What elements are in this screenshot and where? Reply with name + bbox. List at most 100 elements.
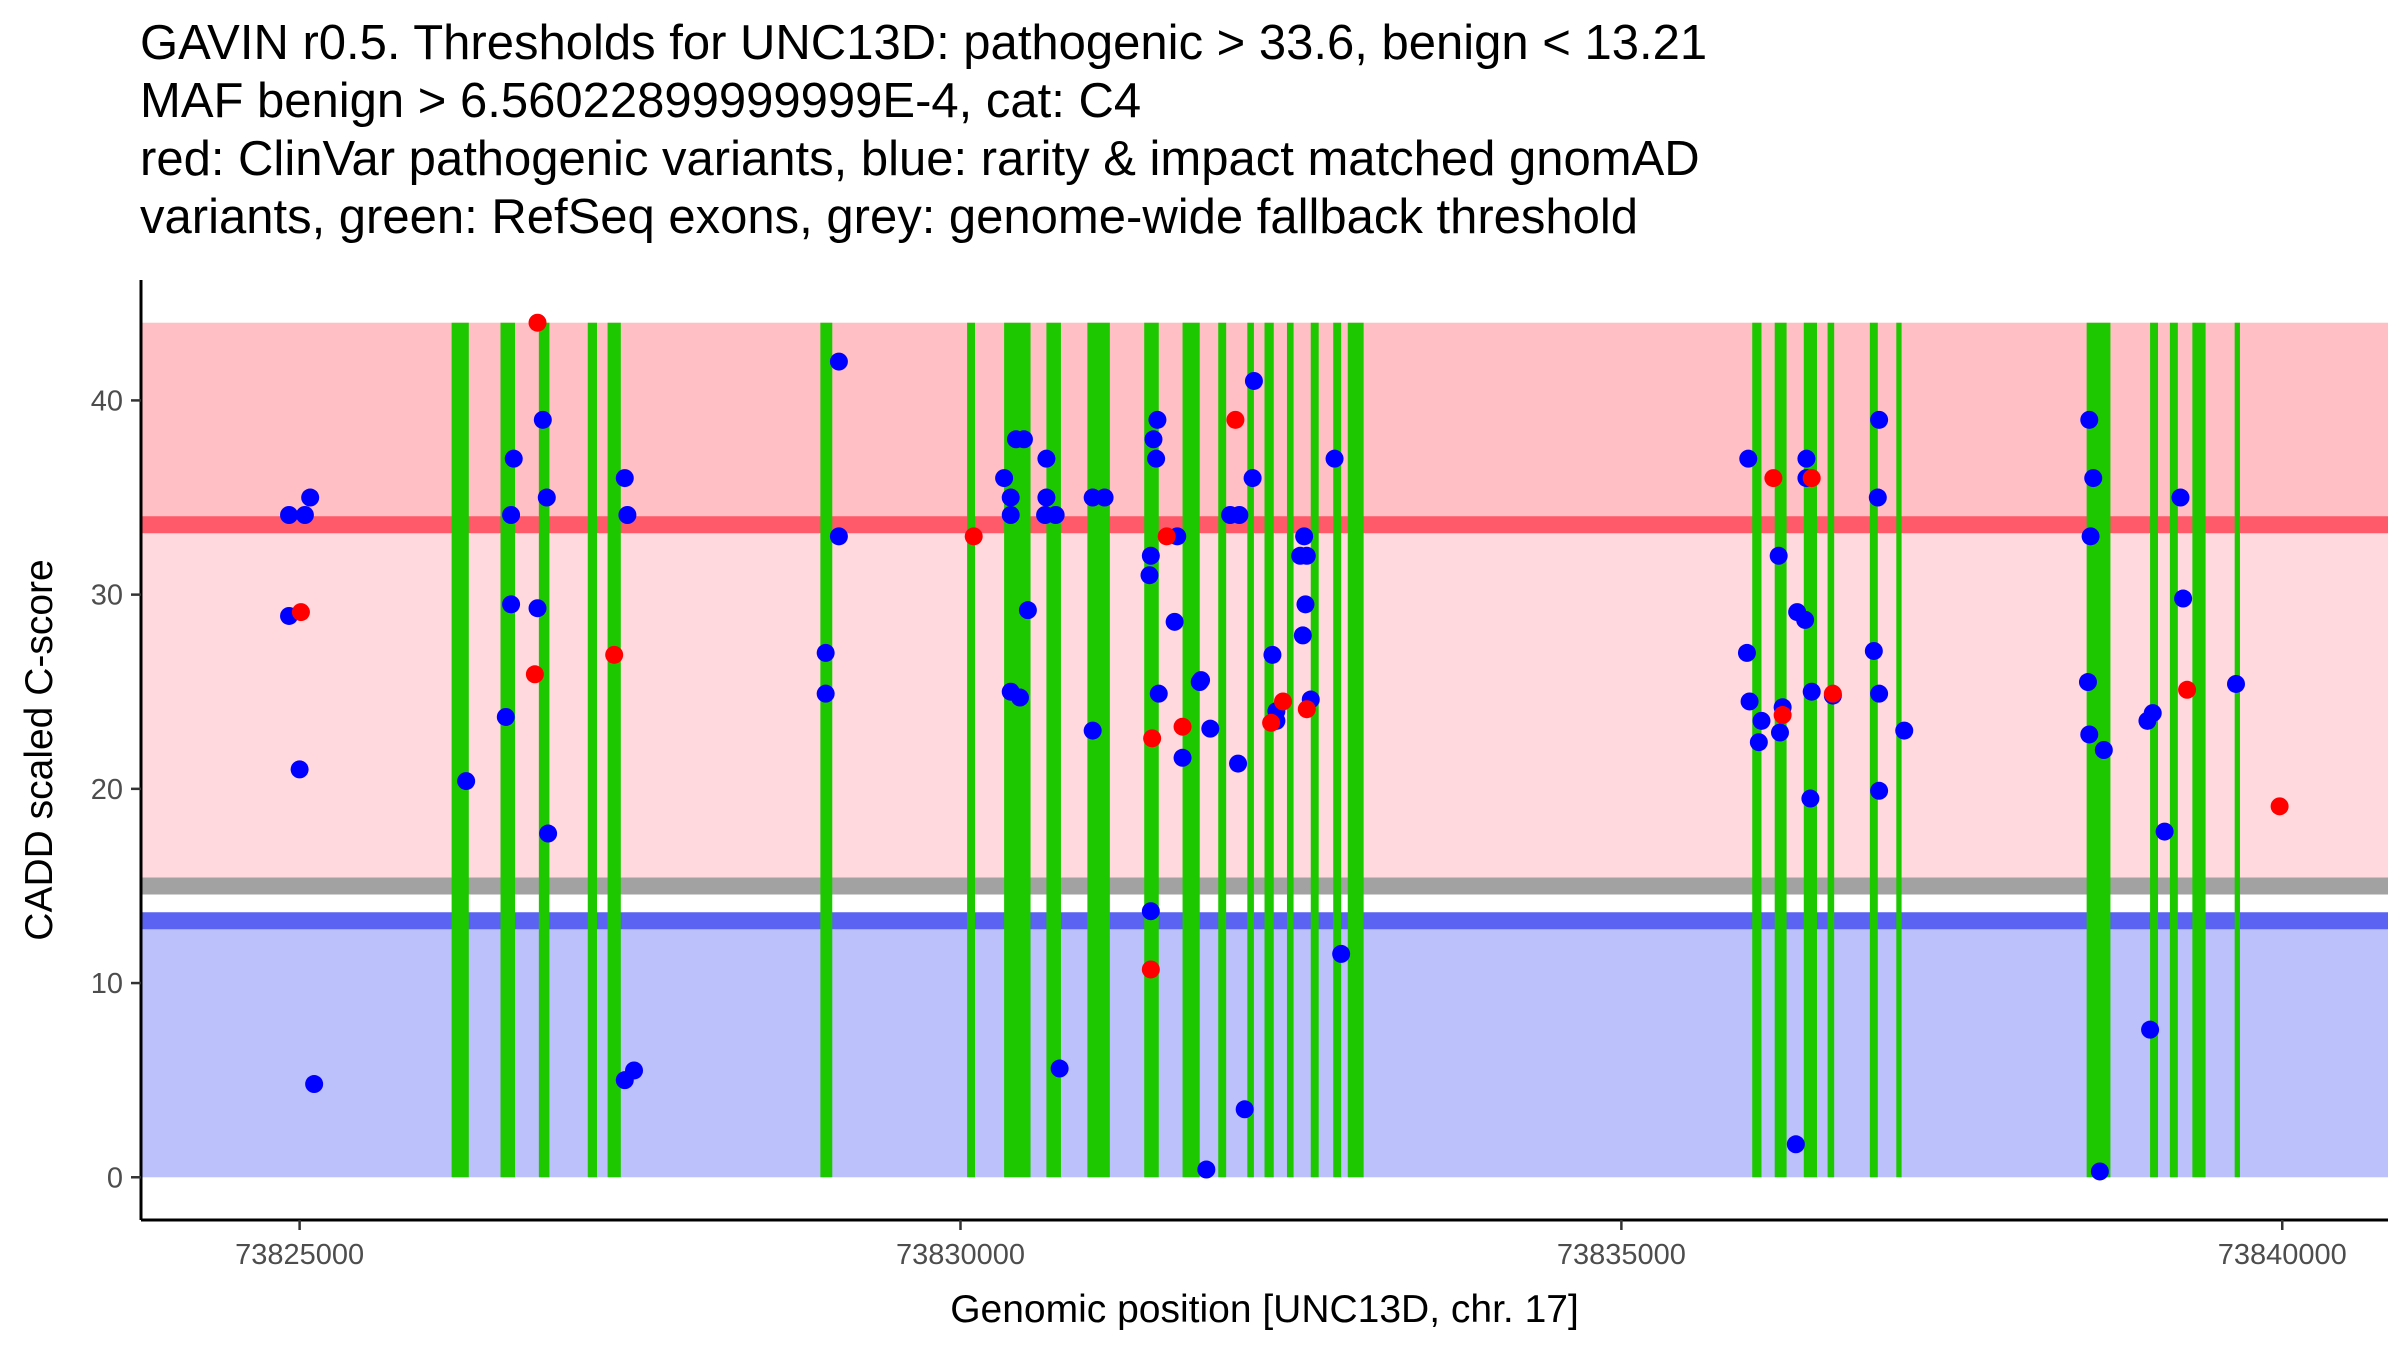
gnomad-point-23	[995, 469, 1014, 488]
x-tick-label-73835000: 73835000	[1557, 1239, 1686, 1271]
gnomad-point-1	[295, 506, 314, 524]
gnomad-point-90	[1870, 781, 1889, 800]
gnomad-point-15	[615, 469, 634, 488]
gnomad-point-48	[1173, 748, 1192, 767]
gnomad-point-51	[1201, 719, 1220, 738]
gnomad-point-5	[305, 1075, 324, 1094]
gnomad-point-71	[1737, 643, 1756, 662]
gnomad-point-24	[1001, 488, 1020, 507]
gnomad-point-105	[2226, 674, 2245, 693]
gnomad-point-21	[829, 527, 848, 546]
gnomad-point-77	[1770, 723, 1789, 742]
clinvar-point-16	[1823, 684, 1842, 703]
gnomad-point-72	[1740, 692, 1759, 711]
gnomad-point-68	[1325, 449, 1344, 468]
exon-9	[1087, 322, 1110, 1178]
gnomad-point-55	[1244, 371, 1263, 390]
clinvar-point-13	[1764, 469, 1783, 488]
gnomad-point-50	[1190, 673, 1209, 692]
gnomad-point-98	[2090, 1162, 2109, 1181]
gnomad-point-75	[1769, 546, 1788, 565]
gnomad-point-39	[1148, 410, 1167, 429]
clinvar-point-0	[291, 603, 310, 622]
y-tick-label-30: 30	[91, 580, 123, 612]
gnomad-point-32	[1037, 488, 1056, 507]
title-line-4: variants, green: RefSeq exons, grey: gen…	[140, 190, 1639, 244]
exon-26	[2150, 322, 2159, 1178]
x-tick-label-73830000: 73830000	[896, 1239, 1025, 1271]
clinvar-point-18	[2270, 797, 2289, 816]
gnomad-point-83	[1801, 789, 1820, 808]
exon-3	[587, 322, 598, 1178]
exon-20	[1774, 322, 1787, 1178]
gnomad-point-91	[1895, 721, 1914, 740]
title-line-1: GAVIN r0.5. Thresholds for UNC13D: patho…	[140, 16, 1708, 70]
exon-14	[1264, 322, 1274, 1178]
axes: 0 10 20 30 40 73825000 73830000 73835000 7384000…	[91, 280, 2388, 1271]
gnomad-point-20	[816, 684, 835, 703]
gnomad-point-30	[1018, 601, 1037, 620]
clinvar-point-14	[1773, 706, 1792, 725]
gnomad-point-35	[1050, 1059, 1069, 1078]
gnomad-point-74	[1749, 733, 1768, 752]
exon-7	[1004, 322, 1031, 1178]
gnomad-point-57	[1229, 754, 1248, 773]
gnomad-point-12	[533, 410, 552, 429]
gnomad-point-41	[1147, 449, 1166, 468]
gnomad-point-79	[1796, 610, 1815, 629]
gnomad-point-54	[1230, 506, 1249, 524]
exon-28	[2192, 322, 2206, 1178]
exon-1	[500, 322, 516, 1178]
clinvar-point-9	[1226, 410, 1245, 429]
gnomad-point-16	[618, 506, 637, 524]
clinvar-point-4	[964, 527, 983, 546]
gnomad-point-43	[1140, 566, 1159, 585]
gnomad-point-96	[2080, 725, 2099, 744]
gnomad-point-104	[2141, 1020, 2160, 1039]
gnomad-point-101	[2155, 822, 2174, 841]
exon-0	[451, 322, 469, 1178]
clinvar-point-11	[1274, 692, 1293, 711]
gnomad-point-44	[1149, 684, 1168, 703]
exon-15	[1286, 322, 1294, 1178]
y-tick-label-10: 10	[91, 968, 123, 1000]
x-tick-label-73840000: 73840000	[2218, 1239, 2347, 1271]
gnomad-point-52	[1197, 1160, 1216, 1179]
exon-8	[1046, 322, 1061, 1178]
clinvar-point-5	[1143, 729, 1162, 748]
gnomad-point-8	[504, 449, 523, 468]
gnomad-point-66	[1296, 595, 1315, 614]
gnomad-point-63	[1297, 546, 1316, 565]
gnomad-point-65	[1293, 626, 1312, 645]
gnomad-point-88	[1868, 488, 1887, 507]
exon-13	[1247, 322, 1254, 1178]
gnomad-point-29	[1010, 688, 1029, 707]
gnomad-point-38	[1083, 721, 1102, 740]
x-tick-label-73825000: 73825000	[235, 1239, 364, 1271]
gnomad-point-56	[1243, 469, 1262, 488]
clinvar-point-7	[1157, 527, 1176, 546]
gnomad-point-84	[1786, 1135, 1805, 1154]
gnomad-point-100	[2143, 704, 2162, 723]
gnomad-point-14	[539, 824, 558, 843]
gnomad-point-40	[1144, 430, 1163, 449]
title-line-2: MAF benign > 6.56022899999999E-4, cat: C…	[140, 74, 1142, 128]
exon-5	[820, 322, 833, 1178]
gnomad-point-19	[816, 643, 835, 662]
y-tick-label-20: 20	[91, 774, 123, 806]
exon-12	[1218, 322, 1227, 1178]
gnomad-point-45	[1141, 902, 1160, 921]
title-line-3: red: ClinVar pathogenic variants, blue: …	[140, 132, 1700, 186]
gnomad-point-37	[1095, 488, 1114, 507]
clinvar-point-2	[525, 665, 544, 684]
gnomad-point-7	[496, 707, 515, 726]
x-axis-title: Genomic position [UNC13D, chr. 17]	[950, 1288, 1579, 1331]
exon-21	[1803, 322, 1817, 1178]
gnomad-point-69	[1332, 944, 1351, 963]
gnomad-point-4	[290, 760, 309, 779]
gnomad-point-27	[1014, 430, 1033, 449]
gnomad-point-92	[2080, 410, 2099, 429]
gnomad-point-13	[537, 488, 556, 507]
clinvar-point-8	[1173, 717, 1192, 736]
